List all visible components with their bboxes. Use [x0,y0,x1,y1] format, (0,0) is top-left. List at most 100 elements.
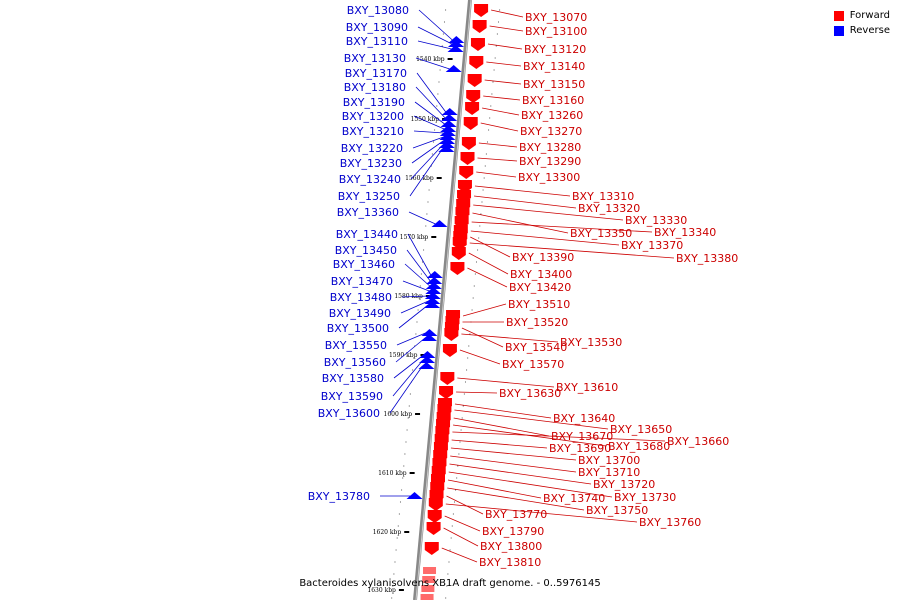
forward-gene-arrow [461,137,476,150]
scale-tick-label: 1600 kbp [384,411,413,418]
reverse-gene-link [398,304,429,329]
reverse-gene-arrow [441,114,458,121]
forward-gene-link [471,221,653,233]
forward-gene-link [443,527,479,547]
reverse-gene-label: BXY_13220 [341,142,403,155]
reverse-gene-link [417,26,453,45]
forward-gene-label: BXY_13070 [525,11,587,24]
forward-gene-label: BXY_13390 [512,251,574,264]
reverse-gene-label: BXY_13440 [336,228,398,241]
forward-gene-arrow [424,542,439,555]
reverse-gene-link [400,300,429,314]
reverse-gene-label: BXY_13130 [344,52,406,65]
reverse-gene-link [415,86,446,119]
forward-gene-label: BXY_13810 [479,556,541,569]
forward-gene-link [472,212,569,234]
scale-tick-label: 1550 kbp [411,116,440,123]
forward-gene-link [448,471,613,498]
forward-gene-label: BXY_13800 [480,540,542,553]
reverse-gene-link [389,365,423,414]
forward-gene-block [420,594,434,600]
forward-gene-link [487,43,523,50]
forward-gene-link [482,107,520,116]
reverse-gene-label: BXY_13480 [330,291,392,304]
forward-gene-arrow [465,102,480,115]
reverse-gene-link [407,233,432,276]
forward-gene-arrow [460,152,475,165]
forward-gene-link [483,95,521,101]
forward-gene-label: BXY_13610 [556,381,618,394]
forward-gene-link [444,515,481,532]
forward-gene-link [490,9,524,18]
forward-gene-arrow [472,20,487,33]
backbone-highlight [415,0,472,600]
forward-gene-link [467,267,508,288]
reverse-gene-arrow [448,36,465,43]
reverse-gene-label: BXY_13230 [340,157,402,170]
forward-gene-label: BXY_13340 [654,226,716,239]
forward-gene-link [452,431,666,442]
reverse-gene-link [411,140,444,164]
scale-tick-label: 1630 kbp [367,587,396,594]
forward-gene-link [449,463,592,485]
forward-gene-label: BXY_13380 [676,252,738,265]
forward-gene-link [474,185,571,197]
forward-gene-arrow [439,386,454,399]
scale-tick-label: 1570 kbp [400,234,429,241]
forward-gene-link [486,61,522,67]
forward-gene-link [470,236,511,258]
forward-gene-label: BXY_13280 [519,141,581,154]
reverse-gene-label: BXY_13490 [329,307,391,320]
forward-gene-block [423,567,437,574]
reverse-gene-arrow [438,145,455,152]
forward-gene-link [450,447,577,461]
forward-gene-link [450,455,577,473]
reverse-gene-label: BXY_13110 [346,35,408,48]
reverse-gene-link [415,57,450,70]
reverse-gene-arrow [441,108,458,115]
forward-gene-label: BXY_13570 [502,358,564,371]
forward-gene-label: BXY_13790 [482,525,544,538]
reverse-gene-label: BXY_13780 [308,490,370,503]
forward-gene-label: BXY_13640 [553,412,615,425]
forward-gene-block [422,576,436,583]
reverse-gene-arrow [406,492,423,499]
reverse-gene-link [414,101,445,125]
forward-gene-label: BXY_13700 [578,454,640,467]
reverse-gene-link [409,148,443,197]
reverse-gene-label: BXY_13590 [321,390,383,403]
reverse-gene-arrow [440,120,457,127]
forward-gene-link [446,495,484,515]
forward-gene-block [421,585,435,592]
reverse-gene-link [395,337,426,363]
forward-gene-label: BXY_13520 [506,316,568,329]
reverse-gene-arrow [440,125,457,132]
forward-gene-link [445,503,638,523]
forward-gene-label: BXY_13660 [667,435,729,448]
reverse-gene-arrow [439,129,456,136]
forward-gene-link [489,25,524,32]
reverse-gene-arrow [426,271,443,278]
reverse-gene-link [408,211,436,225]
reverse-gene-arrow [421,329,438,336]
reverse-gene-label: BXY_13550 [325,339,387,352]
reverse-gene-arrow [439,133,456,140]
reverse-gene-label: BXY_13200 [342,110,404,123]
forward-gene-link [476,171,517,178]
forward-gene-arrow [450,262,465,275]
reverse-gene-link [410,144,444,180]
reverse-gene-arrow [426,277,443,284]
forward-gene-link [461,333,559,343]
forward-gene-arrow [451,247,466,260]
forward-gene-label: BXY_13300 [518,171,580,184]
reverse-gene-arrow [425,287,442,294]
reverse-gene-arrow [438,141,455,148]
scale-tick-label: 1560 kbp [405,175,434,182]
forward-swatch [833,10,844,21]
map-caption: Bacteroides xylanisolvens XB1A draft gen… [299,578,601,589]
forward-gene-arrow [428,498,443,511]
reverse-gene-label: BXY_13360 [337,206,399,219]
reverse-gene-label: BXY_13580 [322,372,384,385]
reverse-gene-label: BXY_13080 [347,4,409,17]
